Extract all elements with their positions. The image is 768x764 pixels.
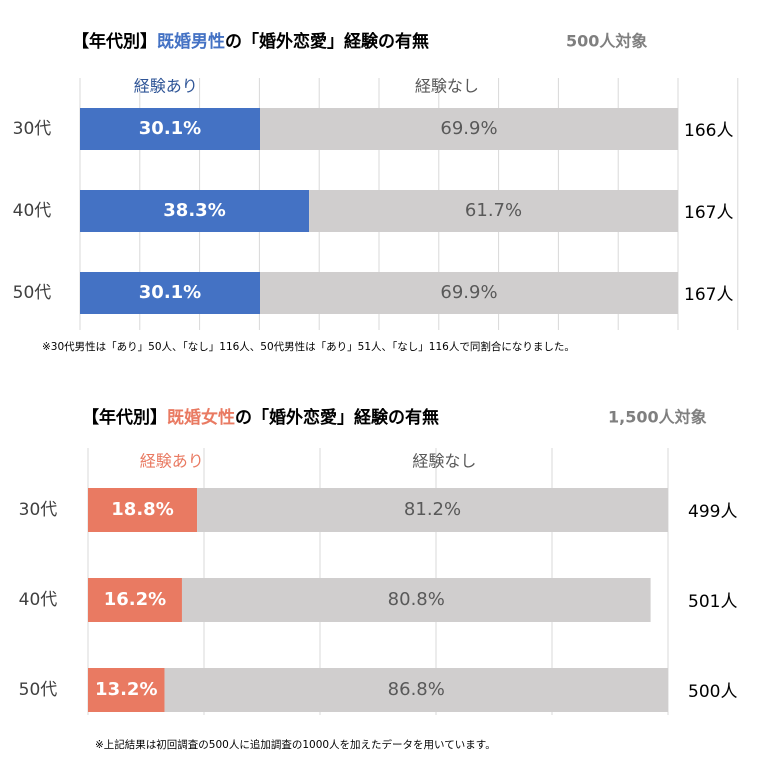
n-label: 167人 [684,203,733,223]
data-label: 81.2% [404,499,461,520]
bar-segment [88,668,165,712]
data-label: 38.3% [163,200,225,221]
bar-segment [88,488,198,532]
data-label: 86.8% [388,679,445,700]
bar-segment [259,108,678,150]
bar-segment [181,578,651,622]
n-label: 499人 [688,502,737,522]
data-label: 30.1% [139,118,201,139]
bar-segment [259,272,678,314]
bar-segment [80,272,260,314]
title-part: 【年代別】 [82,407,167,428]
y-tick-label: 40代 [13,201,52,221]
footnote: ※上記結果は初回調査の500人に追加調査の1000人を加えたデータを用いています… [95,738,496,751]
data-label: 16.2% [104,589,166,610]
legend-label: 経験なし [415,77,479,96]
chart-title: 【年代別】既婚男性の「婚外恋愛」経験の有無 [72,31,429,52]
n-label: 500人 [688,682,737,702]
bar-segment [164,668,668,712]
y-tick-label: 30代 [19,500,58,520]
data-label: 13.2% [95,679,157,700]
title-part: の「婚外恋愛」経験の有無 [235,407,439,428]
title-part: 【年代別】 [72,31,157,52]
n-label: 167人 [684,285,733,305]
n-label: 166人 [684,121,733,141]
data-label: 69.9% [440,282,497,303]
bar-segment [309,190,678,232]
legend-label: 経験なし [412,452,476,471]
y-tick-label: 30代 [13,119,52,139]
y-tick-label: 50代 [13,283,52,303]
legend-label: 経験あり [140,452,204,471]
legend-label: 経験あり [134,77,198,96]
title-part: 既婚男性 [157,31,225,52]
bar-segment [80,108,260,150]
y-tick-label: 50代 [19,680,58,700]
title-part: 既婚女性 [167,407,235,428]
data-label: 30.1% [139,282,201,303]
footnote: ※30代男性は「あり」50人、「なし」116人、50代男性は「あり」51人、「な… [42,340,575,353]
data-label: 18.8% [111,499,173,520]
chart-subtitle: 1,500人対象 [608,408,707,427]
data-label: 69.9% [440,118,497,139]
title-part: の「婚外恋愛」経験の有無 [225,31,429,52]
data-label: 61.7% [465,200,522,221]
n-label: 501人 [688,592,737,612]
y-tick-label: 40代 [19,590,58,610]
bar-segment [88,578,182,622]
bar-segment [80,190,310,232]
bar-segment [197,488,669,532]
chart-subtitle: 500人対象 [566,32,647,51]
data-label: 80.8% [388,589,445,610]
chart-title: 【年代別】既婚女性の「婚外恋愛」経験の有無 [82,407,439,428]
